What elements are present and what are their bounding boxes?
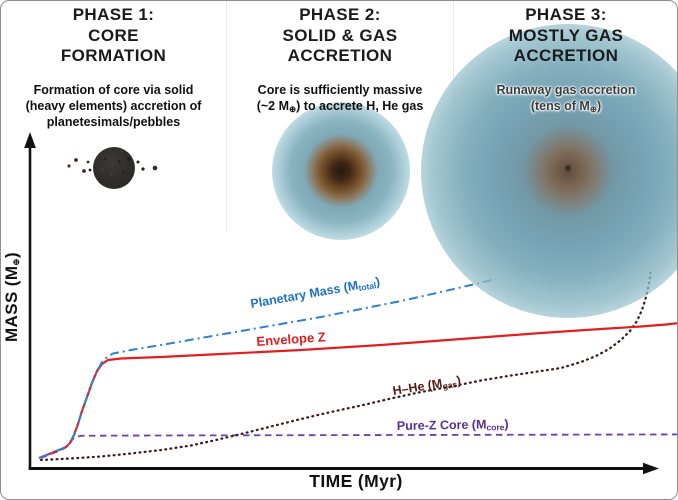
curve-pure-z-core — [40, 433, 677, 459]
phase-1-desc-line3: planetesimals/pebbles — [46, 114, 181, 129]
phase-1-title-line1: PHASE 1: — [72, 5, 155, 24]
phase3-gas-giant-sphere — [421, 24, 677, 318]
phase-2-description: Core is sufficiently massive (~2 M⊕) to … — [227, 82, 453, 117]
y-axis-arrowhead-icon — [24, 132, 36, 148]
curve-planetary-mass — [38, 278, 497, 459]
phase-2-title: PHASE 2: SOLID & GAS ACCRETION — [227, 5, 453, 67]
x-axis-label: TIME (Myr) — [309, 471, 403, 491]
pure-z-core-curve-label: Pure-Z Core (Mcore) — [396, 417, 509, 434]
earth-mass-symbol: ⊕ — [289, 103, 297, 114]
phase-3-title: PHASE 3: MOSTLY GAS ACCRETION — [453, 5, 677, 67]
phase-3-panel: PHASE 3: MOSTLY GAS ACCRETION Runaway ga… — [453, 1, 677, 233]
phase-2-title-line2: SOLID & GAS — [282, 25, 398, 45]
phase-3-title-line3: ACCRETION — [513, 46, 619, 65]
curve-envelope-z — [38, 322, 677, 460]
phase3-core-dot — [564, 164, 572, 172]
panel-separator-1 — [226, 1, 227, 231]
curves — [38, 271, 677, 462]
phase-2-title-line3: ACCRETION — [287, 46, 393, 65]
phase1-core-sphere — [93, 147, 135, 189]
phase2-core-envelope-sphere — [272, 102, 410, 240]
phase-1-title-line2: CORE — [88, 25, 139, 45]
phase-3-title-line2: MOSTLY GAS — [508, 25, 624, 45]
phase-2-desc-line2: (~2 M⊕) to accrete H, He gas — [256, 98, 424, 114]
phase-1-panel: PHASE 1: CORE FORMATION Formation of cor… — [1, 1, 226, 233]
y-axis-label: MASS (M⊕) — [2, 251, 21, 343]
phase-1-title: PHASE 1: CORE FORMATION — [1, 5, 226, 67]
phase-1-desc-line1: Formation of core via solid — [33, 82, 194, 97]
earth-mass-symbol: ⊕ — [11, 258, 21, 266]
earth-mass-symbol: ⊕ — [589, 103, 597, 114]
phase-1-title-line3: FORMATION — [60, 46, 167, 65]
x-axis-arrowhead-icon — [643, 462, 659, 475]
phase-2-title-line1: PHASE 2: — [299, 5, 381, 24]
phase-3-description: Runaway gas accretion (tens of M⊕) — [453, 82, 677, 117]
phase-3-desc-line2: (tens of M⊕) — [530, 98, 602, 114]
phase-1-description: Formation of core via solid (heavy eleme… — [1, 82, 226, 130]
phase-3-desc-line1: Runaway gas accretion — [496, 82, 636, 97]
phase-2-desc-line1: Core is sufficiently massive — [257, 82, 423, 97]
phase-2-panel: PHASE 2: SOLID & GAS ACCRETION Core is s… — [227, 1, 453, 233]
phase-3-title-line1: PHASE 3: — [525, 5, 607, 24]
phase-1-desc-line2: (heavy elements) accretion of — [25, 98, 202, 113]
